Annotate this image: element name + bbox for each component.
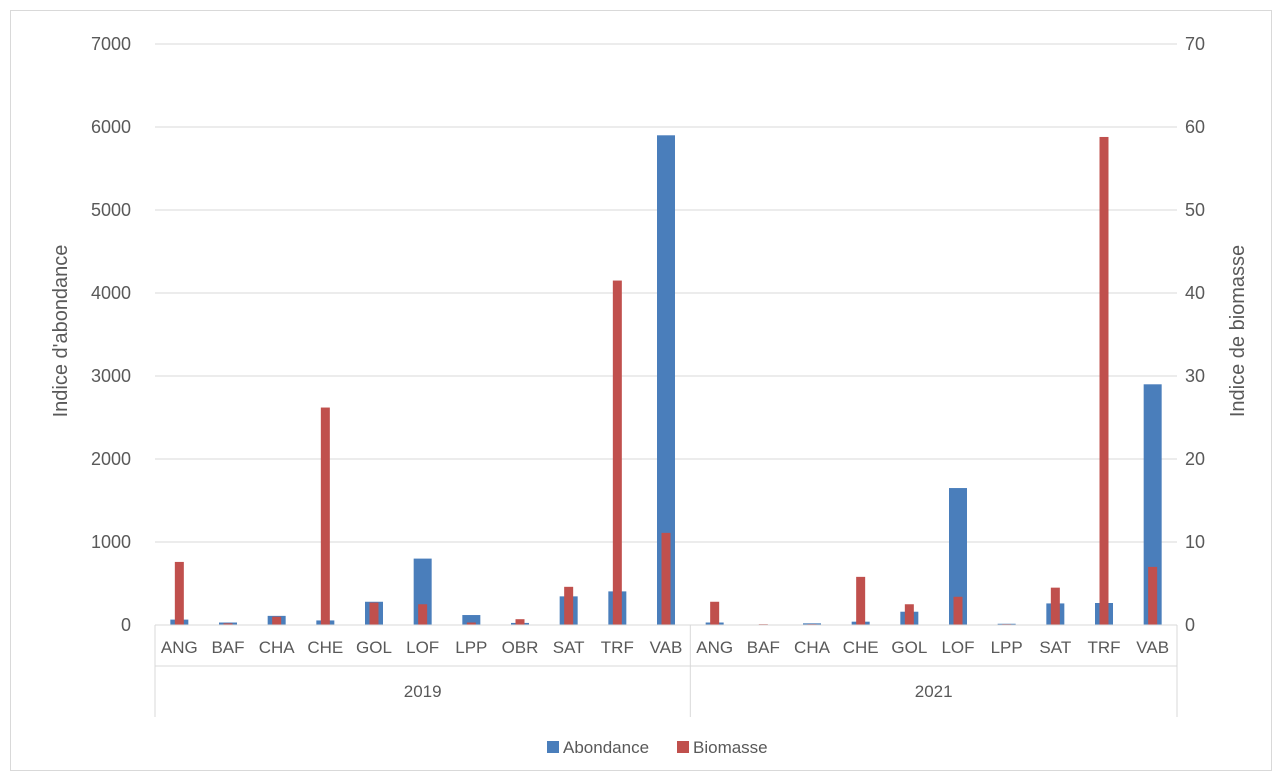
right-tick-label: 60 [1185, 117, 1205, 137]
right-tick-label: 0 [1185, 615, 1195, 635]
left-tick-label: 1000 [91, 532, 131, 552]
right-tick-label: 40 [1185, 283, 1205, 303]
x-tick-label: GOL [356, 638, 392, 657]
x-tick-label: CHE [307, 638, 343, 657]
legend: Abondance Biomasse [547, 738, 768, 757]
bar-biomasse-gol [369, 602, 379, 625]
bar-biomasse-cha [272, 616, 282, 625]
bar-biomasse-ang [710, 601, 720, 625]
x-tick-label: BAF [211, 638, 244, 657]
left-axis-ticks: 0 1000 2000 3000 4000 5000 6000 7000 [91, 34, 131, 635]
legend-label-abondance: Abondance [563, 738, 649, 757]
bar-biomasse-vab [661, 532, 671, 625]
bar-biomasse-vab [1148, 566, 1158, 625]
chart: 0 1000 2000 3000 4000 5000 6000 7000 0 10 20 30 40 5… [50, 34, 1249, 757]
bars [170, 135, 1162, 626]
x-tick-label: BAF [747, 638, 780, 657]
bar-abondance-lpp [462, 615, 481, 625]
bar-biomasse-lpp [466, 622, 476, 625]
bar-abondance-vab [657, 135, 675, 626]
right-tick-label: 10 [1185, 532, 1205, 552]
chart-frame: 0 1000 2000 3000 4000 5000 6000 7000 0 10 20 30 40 5… [10, 10, 1272, 771]
x-tick-label: CHA [794, 638, 831, 657]
x-tick-label: SAT [553, 638, 585, 657]
x-tick-label: VAB [1136, 638, 1169, 657]
legend-label-biomasse: Biomasse [693, 738, 768, 757]
left-tick-label: 7000 [91, 34, 131, 54]
bar-biomasse-obr [515, 619, 525, 625]
x-tick-label: TRF [1087, 638, 1120, 657]
left-tick-label: 3000 [91, 366, 131, 386]
left-tick-label: 5000 [91, 200, 131, 220]
x-tick-label: LPP [455, 638, 487, 657]
left-tick-label: 4000 [91, 283, 131, 303]
bar-biomasse-trf [612, 280, 622, 625]
bar-abondance-lof [949, 488, 967, 625]
legend-swatch-abondance [547, 741, 559, 753]
x-tick-label: CHA [259, 638, 296, 657]
right-tick-label: 30 [1185, 366, 1205, 386]
x-tick-label: TRF [601, 638, 634, 657]
x-tick-label: SAT [1039, 638, 1071, 657]
bar-biomasse-gol [904, 604, 914, 625]
x-tick-label: OBR [502, 638, 539, 657]
x-tick-label: ANG [696, 638, 733, 657]
right-tick-label: 50 [1185, 200, 1205, 220]
bar-biomasse-che [320, 407, 330, 625]
x-tick-label: VAB [650, 638, 683, 657]
bar-biomasse-sat [564, 586, 574, 625]
right-tick-label: 20 [1185, 449, 1205, 469]
x-tick-label: LOF [406, 638, 439, 657]
bar-biomasse-sat [1050, 587, 1060, 625]
left-tick-label: 6000 [91, 117, 131, 137]
bar-biomasse-trf [1099, 136, 1109, 625]
left-tick-label: 0 [121, 615, 131, 635]
x-tick-label: GOL [891, 638, 927, 657]
bar-biomasse-che [856, 576, 866, 625]
x-tick-label: LOF [941, 638, 974, 657]
x-tick-label: ANG [161, 638, 198, 657]
right-axis-ticks: 0 10 20 30 40 50 60 70 [1185, 34, 1205, 635]
bar-biomasse-ang [174, 561, 184, 625]
right-axis-label: Indice de biomasse [1227, 245, 1249, 417]
bar-biomasse-baf [223, 623, 233, 625]
left-tick-label: 2000 [91, 449, 131, 469]
group-label-2021: 2021 [915, 682, 953, 701]
group-label-2019: 2019 [404, 682, 442, 701]
x-tick-label: CHE [843, 638, 879, 657]
left-axis-label: Indice d'abondance [50, 245, 72, 418]
bar-biomasse-lof [418, 604, 428, 625]
x-tick-label: LPP [991, 638, 1023, 657]
legend-swatch-biomasse [677, 741, 689, 753]
bar-biomasse-lof [953, 596, 963, 625]
right-tick-label: 70 [1185, 34, 1205, 54]
x-axis: ANG BAF CHA CHE GOL LOF LPP OBR SAT TRF VAB ANG BAF C… [154, 624, 1178, 717]
bar-abondance-vab [1143, 384, 1162, 625]
